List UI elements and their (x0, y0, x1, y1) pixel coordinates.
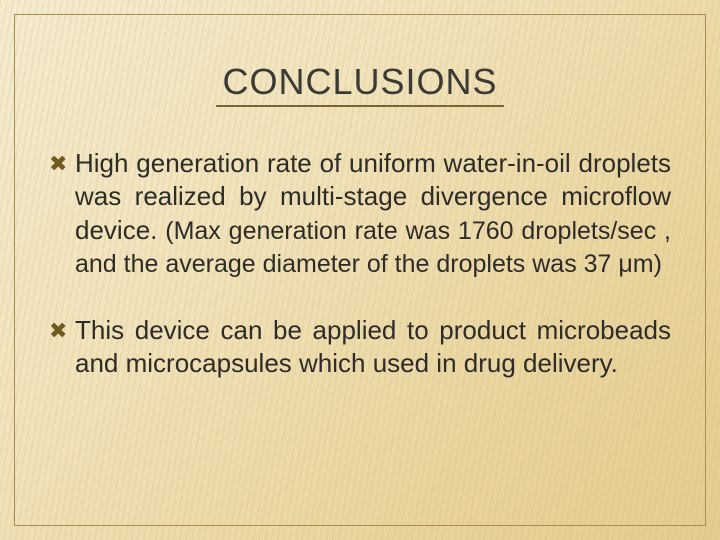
bullet-marker-icon: ✖ (49, 320, 67, 342)
bullet-lead: This (75, 315, 124, 345)
bullet-item: ✖ High generation rate of uniform water-… (49, 147, 671, 280)
slide-background: CONCLUSIONS ✖ High generation rate of un… (0, 0, 720, 540)
bullet-marker-icon: ✖ (49, 153, 67, 175)
bullet-detail: (Max generation rate was 1760 droplets/s… (75, 217, 671, 278)
bullet-lead: High (75, 148, 128, 178)
title-text: CONCLUSIONS (216, 61, 503, 107)
slide-title: CONCLUSIONS (45, 61, 675, 107)
slide-frame: CONCLUSIONS ✖ High generation rate of un… (14, 14, 706, 526)
bullet-main: device can be applied to product microbe… (75, 315, 671, 378)
bullet-list: ✖ High generation rate of uniform water-… (45, 147, 675, 381)
bullet-item: ✖ This device can be applied to product … (49, 314, 671, 381)
